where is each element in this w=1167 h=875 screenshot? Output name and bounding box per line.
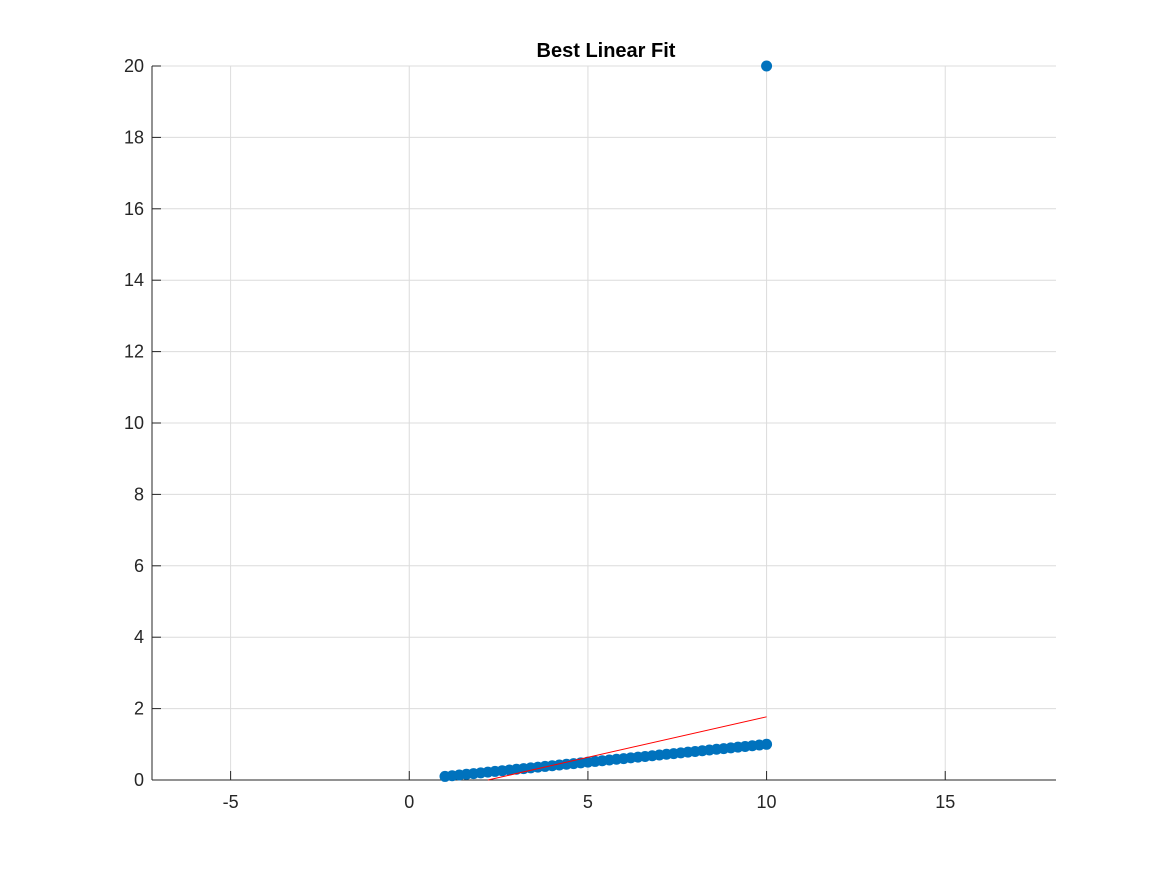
y-tick-label: 6 xyxy=(134,556,144,576)
scatter-series xyxy=(439,60,773,782)
chart-title: Best Linear Fit xyxy=(537,40,676,62)
data-layer xyxy=(439,60,773,782)
x-tick-label: -5 xyxy=(223,792,239,812)
x-tick-label: 5 xyxy=(583,792,593,812)
y-tick-label: 20 xyxy=(124,56,144,76)
y-tick-label: 10 xyxy=(124,413,144,433)
scatter-point xyxy=(761,60,773,72)
y-tick-label: 8 xyxy=(134,484,144,504)
y-tick-label: 18 xyxy=(124,127,144,147)
x-tick-label: 15 xyxy=(935,792,955,812)
y-tick-label: 4 xyxy=(134,627,144,647)
x-tick-label: 0 xyxy=(404,792,414,812)
tick-layer: -5 0 5 10 15 0 2 4 6 8 10 12 14 16 18 20 xyxy=(124,56,955,812)
y-tick-label: 14 xyxy=(124,270,144,290)
fit-line xyxy=(487,716,767,781)
y-tick-label: 2 xyxy=(134,699,144,719)
scatter-point xyxy=(761,738,773,750)
axes-layer xyxy=(151,65,1056,781)
y-tick-label: 16 xyxy=(124,199,144,219)
y-tick-label: 12 xyxy=(124,342,144,362)
y-tick-label: 0 xyxy=(134,770,144,790)
x-tick-label: 10 xyxy=(757,792,777,812)
